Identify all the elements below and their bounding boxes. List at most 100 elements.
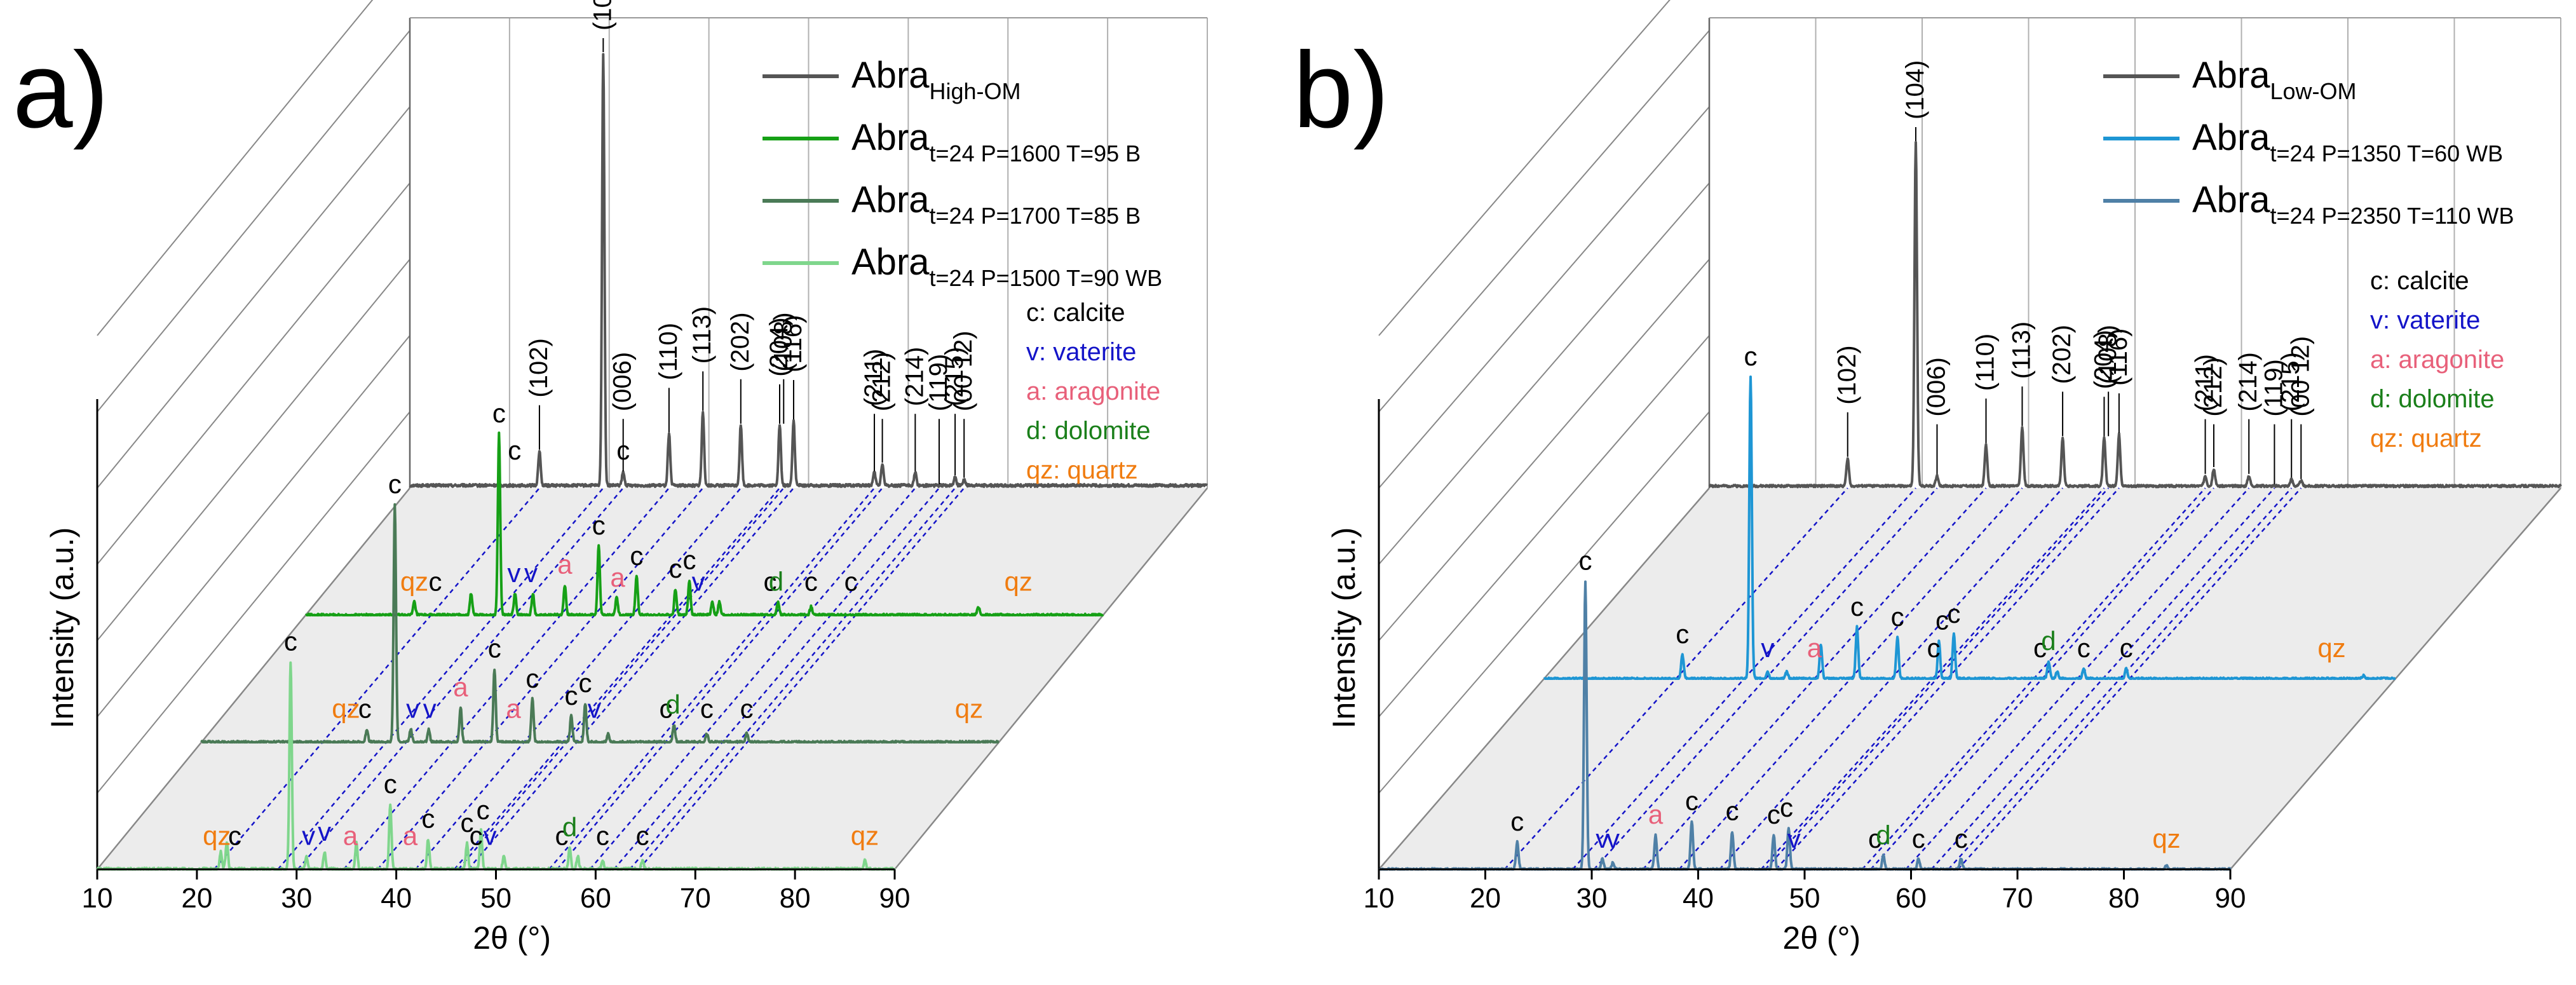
phase-label: v — [692, 567, 705, 597]
x-tick-label: 20 — [1470, 883, 1501, 914]
phase-label: c — [565, 681, 578, 710]
side-wall-gridline — [1378, 106, 1710, 489]
phase-label: c — [740, 694, 754, 724]
reflection-guide-line — [377, 487, 704, 870]
phase-label: qz — [2317, 633, 2345, 663]
phase-label: c — [228, 821, 241, 851]
phase-label: qz — [400, 567, 428, 597]
miller-index-label: (104) — [588, 0, 616, 31]
phase-label: v — [302, 821, 315, 851]
phase-label: v — [406, 694, 419, 724]
phase-label: c — [2120, 633, 2133, 663]
phase-label: v — [423, 694, 437, 724]
y-axis-title: Intensity (a.u.) — [1326, 527, 1362, 729]
miller-index-label: (102) — [525, 338, 553, 397]
phase-label: c — [525, 663, 539, 693]
y-axis-title: Intensity (a.u.) — [44, 527, 80, 729]
miller-index-label: (113) — [2007, 322, 2035, 379]
legend-label: Abrat=24 P=1600 T=95 B — [851, 117, 1141, 166]
miller-index-label: (006) — [1922, 357, 1950, 416]
miller-index-label: (108) — [2094, 325, 2122, 384]
phase-label: c — [384, 769, 397, 799]
legend-label: AbraHigh-OM — [851, 55, 1021, 104]
phase-label: d — [2041, 626, 2056, 656]
phase-label: c — [2033, 633, 2047, 663]
phase-label: c — [388, 469, 402, 499]
miller-index-label: (212) — [868, 352, 896, 411]
reflection-guide-line — [342, 487, 670, 870]
side-wall-gridline — [1378, 182, 1710, 565]
miller-index-label: (113) — [688, 306, 716, 363]
reflection-guide-line — [277, 487, 604, 870]
miller-index-label: (202) — [726, 312, 754, 371]
phase-label: d — [1876, 820, 1890, 850]
legend-label: Abrat=24 P=1350 T=60 WB — [2192, 117, 2503, 166]
phase-label: c — [700, 694, 714, 724]
miller-index-label: (204) — [765, 317, 793, 376]
reflection-guide-line — [1765, 487, 2110, 870]
miller-index-label: (00 12) — [949, 330, 977, 411]
x-tick-label: 80 — [2108, 883, 2139, 914]
x-tick-label: 20 — [181, 883, 212, 914]
phase-key-entry: a: aragonite — [2370, 346, 2504, 374]
reflection-guide-line — [629, 487, 956, 870]
x-axis-title: 2θ (°) — [473, 920, 551, 956]
series-line — [1543, 375, 2397, 680]
phase-label: c — [1947, 599, 1960, 628]
phase-label: c — [470, 821, 483, 851]
phase-label: c — [1868, 824, 1881, 853]
x-tick-label: 60 — [580, 883, 611, 914]
miller-index-label: (211) — [860, 349, 888, 406]
series-line — [304, 431, 1104, 616]
miller-index-label: (212) — [2199, 357, 2227, 416]
phase-key-entry: c: calcite — [1026, 299, 1125, 327]
miller-index-label: (214) — [900, 347, 928, 406]
reflection-guide-line — [589, 487, 916, 870]
legend-label: Abrat=24 P=1500 T=90 WB — [851, 241, 1162, 291]
phase-label: c — [1850, 592, 1864, 622]
x-tick-label: 80 — [780, 883, 811, 914]
side-wall-gridline — [1378, 259, 1710, 641]
phase-label: c — [492, 398, 506, 428]
phase-label: a — [403, 821, 418, 851]
phase-label: c — [1767, 799, 1780, 829]
phase-key-entry: d: dolomite — [2370, 385, 2495, 413]
reflection-guide-line — [213, 487, 540, 870]
phase-label: c — [284, 627, 297, 656]
phase-label: v — [1761, 633, 1774, 663]
miller-index-label: (108) — [769, 312, 797, 371]
phase-label: c — [1955, 824, 1968, 853]
phase-label: v — [1787, 824, 1801, 853]
phase-label: c — [1935, 606, 1949, 635]
phase-label: c — [2077, 633, 2091, 663]
phase-label: c — [1912, 824, 1925, 853]
side-wall-gridline — [97, 411, 410, 794]
reflection-guide-line — [458, 487, 785, 870]
phase-label: c — [1676, 619, 1689, 649]
phase-label: c — [682, 545, 696, 575]
phase-label: c — [660, 694, 673, 724]
panel-label: a) — [13, 30, 109, 151]
phase-label: c — [488, 633, 501, 663]
reflection-guide-line — [548, 487, 875, 870]
side-wall-gridline — [1378, 30, 1710, 412]
phase-key-entry: c: calcite — [2370, 267, 2469, 295]
phase-label: a — [506, 694, 521, 724]
miller-index-label: (211) — [2191, 354, 2219, 411]
phase-label: c — [804, 567, 818, 597]
x-tick-label: 70 — [2002, 883, 2033, 914]
miller-index-label: (116) — [2105, 329, 2132, 386]
phase-label: c — [636, 821, 649, 851]
phase-label: c — [508, 435, 521, 465]
reflection-guide-line — [556, 487, 883, 870]
side-wall-gridline — [97, 0, 374, 336]
phase-label: c — [461, 808, 474, 838]
floor-plane — [97, 488, 1207, 869]
floor-left-edge — [97, 487, 410, 870]
floor-right-edge — [894, 487, 1208, 870]
phase-label: v — [507, 558, 520, 588]
x-tick-label: 30 — [281, 883, 312, 914]
phase-key-entry: d: dolomite — [1026, 417, 1151, 445]
